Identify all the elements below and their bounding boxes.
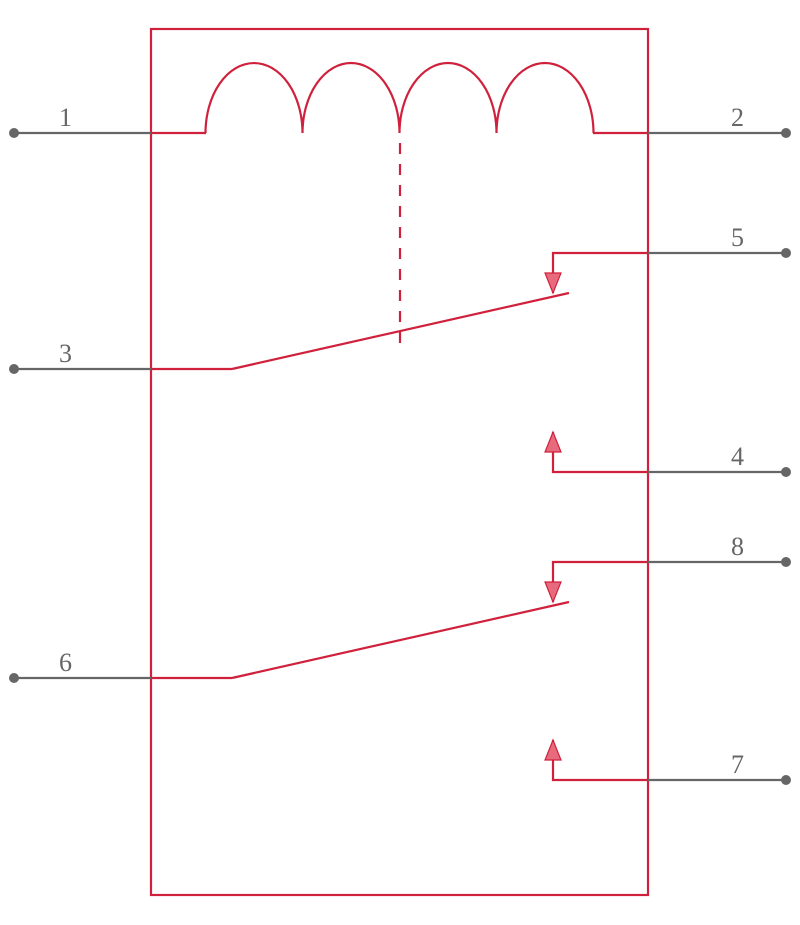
relay-schematic: 1 2 3 5 4 6 8 7	[0, 0, 800, 925]
pin-7-label: 7	[731, 750, 744, 779]
pin-3-label: 3	[59, 339, 72, 368]
pin-2-terminal	[781, 128, 791, 138]
pin-8-terminal	[781, 557, 791, 567]
pin-5-terminal	[781, 248, 791, 258]
pin-3-terminal	[9, 364, 19, 374]
pin-2-label: 2	[731, 103, 744, 132]
pin-5-label: 5	[731, 223, 744, 252]
pin-6-label: 6	[59, 648, 72, 677]
pin-1-terminal	[9, 128, 19, 138]
pin-7-terminal	[781, 775, 791, 785]
pin-1-label: 1	[59, 103, 72, 132]
background	[0, 0, 800, 925]
pin-4-label: 4	[731, 442, 744, 471]
pin-4-terminal	[781, 467, 791, 477]
pin-6-terminal	[9, 673, 19, 683]
pin-8-label: 8	[731, 532, 744, 561]
